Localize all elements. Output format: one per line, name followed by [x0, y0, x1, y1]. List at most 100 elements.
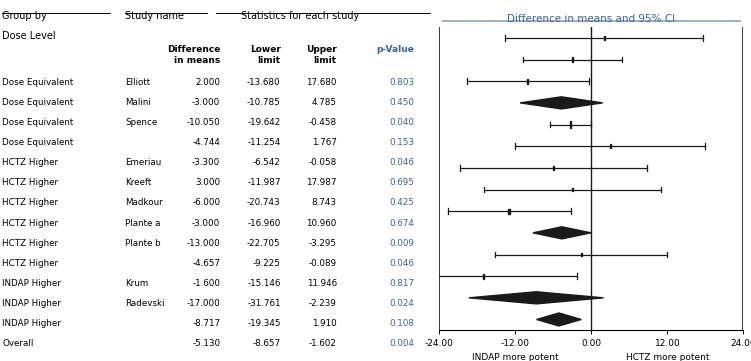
Text: -11.987: -11.987 — [247, 178, 281, 187]
Text: -6.542: -6.542 — [253, 158, 281, 167]
Text: -3.295: -3.295 — [309, 239, 337, 248]
Text: 4.785: 4.785 — [312, 98, 337, 107]
Text: HCTZ Higher: HCTZ Higher — [2, 259, 59, 268]
Text: Lower
limit: Lower limit — [250, 45, 281, 65]
Text: INDAP more potent: INDAP more potent — [472, 353, 559, 361]
Text: -20.743: -20.743 — [247, 199, 281, 208]
Text: -19.345: -19.345 — [247, 319, 281, 328]
Text: Statistics for each study: Statistics for each study — [241, 11, 359, 21]
Text: INDAP Higher: INDAP Higher — [2, 279, 61, 288]
Bar — [572, 57, 573, 62]
Text: -4.657: -4.657 — [192, 259, 220, 268]
Text: 17.680: 17.680 — [306, 78, 337, 87]
Text: 1.767: 1.767 — [312, 138, 337, 147]
Text: Dose Equivalent: Dose Equivalent — [2, 118, 74, 127]
Text: INDAP Higher: INDAP Higher — [2, 319, 61, 328]
Text: Kreeft: Kreeft — [125, 178, 152, 187]
Text: -31.761: -31.761 — [247, 299, 281, 308]
Bar — [553, 166, 554, 170]
Text: Krum: Krum — [125, 279, 149, 288]
Text: -8.657: -8.657 — [252, 339, 281, 348]
Text: 0.153: 0.153 — [390, 138, 415, 147]
Bar — [604, 36, 605, 40]
Text: Malini: Malini — [125, 98, 151, 107]
Text: -10.050: -10.050 — [186, 118, 220, 127]
Text: Radevski: Radevski — [125, 299, 164, 308]
Bar — [569, 121, 572, 128]
Polygon shape — [536, 313, 581, 326]
Text: -2.239: -2.239 — [309, 299, 337, 308]
Text: 0.009: 0.009 — [390, 239, 415, 248]
Text: 0.108: 0.108 — [390, 319, 415, 328]
Text: -22.705: -22.705 — [247, 239, 281, 248]
Text: HCTZ Higher: HCTZ Higher — [2, 218, 59, 227]
Text: Group by: Group by — [2, 11, 47, 21]
Text: Dose Equivalent: Dose Equivalent — [2, 78, 74, 87]
Text: INDAP Higher: INDAP Higher — [2, 299, 61, 308]
Text: -8.717: -8.717 — [192, 319, 220, 328]
Text: 8.743: 8.743 — [312, 199, 337, 208]
Text: 0.004: 0.004 — [390, 339, 415, 348]
Text: -0.058: -0.058 — [309, 158, 337, 167]
Bar — [581, 253, 582, 256]
Text: 0.695: 0.695 — [390, 178, 415, 187]
Text: Overall: Overall — [2, 339, 34, 348]
Text: 10.960: 10.960 — [306, 218, 337, 227]
Text: -6.000: -6.000 — [192, 199, 220, 208]
Title: Difference in means and 95% CI: Difference in means and 95% CI — [508, 13, 675, 23]
Text: 0.040: 0.040 — [390, 118, 415, 127]
Polygon shape — [469, 292, 604, 304]
Text: 0.046: 0.046 — [390, 158, 415, 167]
Text: Plante b: Plante b — [125, 239, 161, 248]
Text: Plante a: Plante a — [125, 218, 161, 227]
Text: HCTZ Higher: HCTZ Higher — [2, 158, 59, 167]
Text: -1.602: -1.602 — [309, 339, 337, 348]
Text: 0.817: 0.817 — [390, 279, 415, 288]
Text: -15.146: -15.146 — [247, 279, 281, 288]
Bar — [508, 209, 510, 214]
Polygon shape — [520, 97, 602, 109]
Text: HCTZ more potent: HCTZ more potent — [626, 353, 709, 361]
Text: -3.000: -3.000 — [192, 98, 220, 107]
Text: HCTZ Higher: HCTZ Higher — [2, 178, 59, 187]
Text: 1.910: 1.910 — [312, 319, 337, 328]
Text: HCTZ Higher: HCTZ Higher — [2, 239, 59, 248]
Text: -11.254: -11.254 — [247, 138, 281, 147]
Bar — [610, 144, 611, 148]
Text: -5.130: -5.130 — [192, 339, 220, 348]
Text: HCTZ Higher: HCTZ Higher — [2, 199, 59, 208]
Text: 2.000: 2.000 — [195, 78, 220, 87]
Text: p-Value: p-Value — [377, 45, 415, 54]
Text: Madkour: Madkour — [125, 199, 163, 208]
Text: 0.450: 0.450 — [390, 98, 415, 107]
Text: Spence: Spence — [125, 118, 158, 127]
Text: -1.600: -1.600 — [192, 279, 220, 288]
Bar — [572, 188, 573, 191]
Text: 0.024: 0.024 — [390, 299, 415, 308]
Text: -0.458: -0.458 — [309, 118, 337, 127]
Text: Dose Equivalent: Dose Equivalent — [2, 98, 74, 107]
Text: -13.000: -13.000 — [186, 239, 220, 248]
Text: Study name: Study name — [125, 11, 184, 21]
Text: -0.089: -0.089 — [309, 259, 337, 268]
Text: -4.744: -4.744 — [192, 138, 220, 147]
Text: 0.674: 0.674 — [390, 218, 415, 227]
Text: -16.960: -16.960 — [247, 218, 281, 227]
Text: Upper
limit: Upper limit — [306, 45, 337, 65]
Bar — [483, 274, 484, 279]
Text: Dose Level: Dose Level — [2, 31, 56, 41]
Text: -19.642: -19.642 — [247, 118, 281, 127]
Text: Difference
in means: Difference in means — [167, 45, 220, 65]
Text: 11.946: 11.946 — [306, 279, 337, 288]
Text: -9.225: -9.225 — [253, 259, 281, 268]
Text: Dose Equivalent: Dose Equivalent — [2, 138, 74, 147]
Bar — [527, 79, 529, 84]
Text: 17.987: 17.987 — [306, 178, 337, 187]
Text: -17.000: -17.000 — [186, 299, 220, 308]
Polygon shape — [533, 227, 591, 239]
Text: -13.680: -13.680 — [247, 78, 281, 87]
Text: 0.046: 0.046 — [390, 259, 415, 268]
Text: -3.000: -3.000 — [192, 218, 220, 227]
Text: -10.785: -10.785 — [247, 98, 281, 107]
Text: -3.300: -3.300 — [192, 158, 220, 167]
